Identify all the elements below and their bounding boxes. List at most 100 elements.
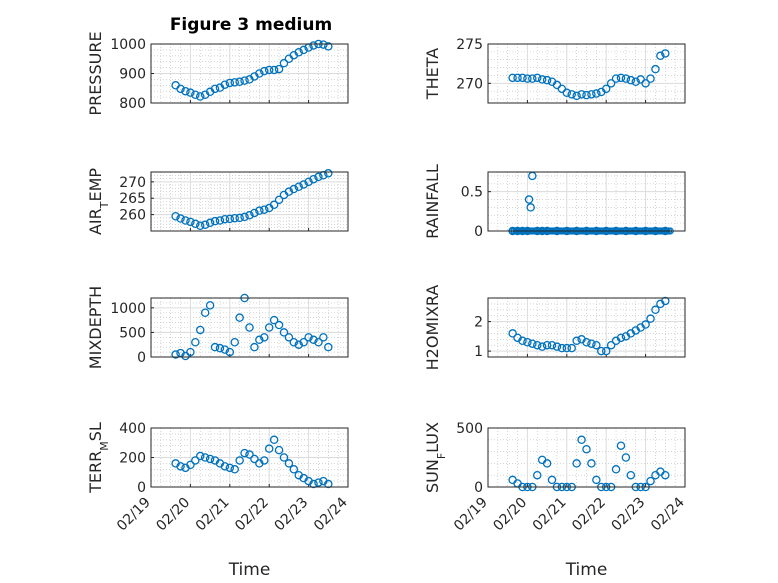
data-point (567, 90, 576, 99)
data-point (284, 333, 294, 342)
data-point (225, 347, 235, 357)
data-point (225, 463, 235, 473)
data-point (572, 459, 581, 468)
y-tick-label: 2 (474, 315, 483, 331)
y-tick-label: 260 (119, 208, 146, 224)
data-point (191, 90, 200, 99)
y-axis-label: MIXDEPTH (86, 286, 105, 369)
axes-box (150, 43, 349, 104)
data-point (299, 45, 308, 55)
data-point (264, 444, 274, 453)
x-tick-label: 02/23 (609, 495, 649, 535)
data-point (171, 211, 180, 221)
data-point (235, 313, 244, 322)
data-point (250, 208, 259, 218)
data-point (235, 456, 244, 465)
y-tick-label: 400 (119, 421, 146, 437)
data-point (528, 74, 537, 83)
data-point (181, 86, 190, 96)
data-point (324, 42, 333, 51)
y-tick-label: 275 (456, 37, 483, 53)
y-tick-label: 500 (456, 421, 483, 437)
data-point (294, 182, 303, 191)
data-point (309, 174, 318, 184)
data-point (284, 187, 294, 196)
data-point (245, 323, 254, 332)
data-point (176, 462, 185, 471)
data-point (537, 75, 547, 84)
data-point (592, 89, 601, 98)
data-point (587, 90, 596, 99)
data-point (601, 346, 611, 356)
data-point (195, 451, 205, 461)
data-point (547, 340, 557, 350)
data-point (240, 212, 249, 222)
data-point (641, 79, 650, 88)
data-point (176, 84, 185, 94)
data-point (279, 453, 289, 462)
data-point (260, 205, 269, 214)
y-tick-label: 200 (119, 451, 146, 467)
data-point (542, 459, 552, 468)
data-point (518, 336, 527, 346)
data-point (304, 177, 313, 187)
data-point (195, 221, 205, 231)
data-point (279, 328, 289, 337)
data-point (523, 74, 532, 83)
data-point (191, 219, 200, 229)
data-point (269, 435, 279, 445)
data-point (215, 343, 225, 353)
data-point (577, 90, 586, 99)
y-axis-label: THETA (423, 48, 442, 100)
data-point (324, 479, 333, 489)
subplot-theta: 270 275 THETA (423, 37, 686, 104)
y-tick-label: 265 (119, 191, 146, 207)
axes-box (150, 297, 349, 358)
y-tick-label: 1000 (110, 37, 146, 53)
y-tick-label: 500 (119, 325, 146, 341)
data-point (260, 333, 269, 342)
data-point (314, 478, 323, 487)
data-point (656, 51, 665, 61)
data-point (651, 305, 660, 315)
data-point (641, 320, 650, 329)
x-tick-label: 02/21 (193, 495, 233, 535)
data-point (651, 64, 660, 74)
data-point (528, 339, 537, 348)
data-point (587, 459, 596, 468)
data-point (181, 216, 190, 225)
data-point (557, 343, 567, 353)
data-point (205, 454, 215, 464)
data-point (646, 476, 655, 486)
data-point (572, 91, 581, 101)
subplot-rainfall: 0 0.5 RAINFALL (423, 164, 686, 240)
data-point (552, 342, 562, 351)
data-point (533, 73, 542, 83)
data-point (523, 337, 532, 347)
data-point (562, 343, 572, 353)
data-point (289, 465, 299, 474)
data-point (274, 445, 284, 455)
data-point (269, 65, 279, 75)
data-point (220, 345, 230, 354)
y-axis-label: PRESSURE (86, 31, 105, 115)
data-point (289, 184, 299, 194)
data-point (215, 216, 225, 225)
data-point (611, 74, 621, 83)
x-tick-label: 02/24 (648, 494, 688, 534)
x-axis-label: Time (228, 560, 271, 580)
data-point (309, 41, 318, 50)
data-point (587, 339, 596, 348)
figure-title: Figure 3 medium (170, 15, 332, 35)
data-point (606, 79, 616, 88)
data-point (616, 441, 626, 450)
y-axis-label: H2OMIXRA (423, 285, 442, 371)
y-tick-label: 0 (137, 480, 146, 496)
data-point (508, 73, 517, 83)
data-point (269, 315, 279, 325)
data-point (324, 169, 333, 178)
